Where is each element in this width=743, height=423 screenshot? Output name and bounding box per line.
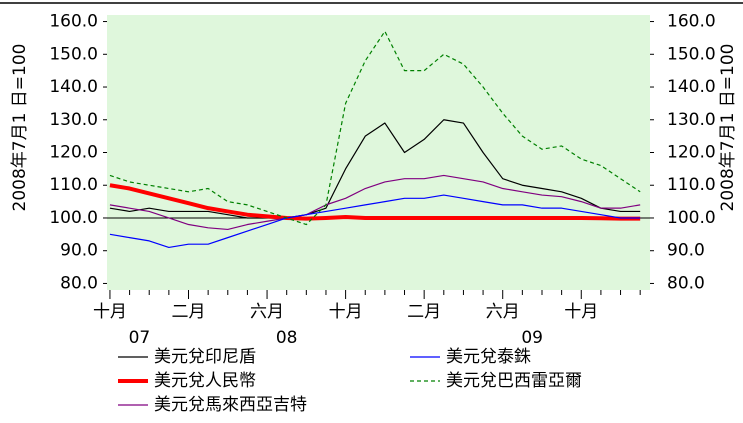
x-tick-label: 十月 (329, 302, 363, 322)
x-tick-label: 二月 (171, 302, 205, 322)
y-axis-title: 2008年7月1 日=100 (10, 44, 30, 212)
legend-label: 美元兌馬來西亞吉特 (154, 395, 307, 415)
x-tick-label: 十月 (93, 302, 127, 322)
y-tick-label: 100.0 (49, 208, 98, 228)
y-tick-label: 130.0 (49, 110, 98, 130)
x-tick-label: 六月 (250, 302, 284, 322)
y2-tick-label: 160.0 (667, 12, 716, 32)
y-tick-label: 120.0 (49, 143, 98, 163)
x-tick-label: 十月 (564, 302, 598, 322)
x-year-label: 09 (521, 328, 543, 348)
y-tick-label: 160.0 (49, 12, 98, 32)
x-tick-label: 二月 (407, 302, 441, 322)
legend-label: 美元兌印尼盾 (154, 347, 256, 367)
y2-tick-label: 120.0 (667, 143, 716, 163)
y2-tick-label: 90.0 (667, 241, 705, 261)
y-tick-label: 90.0 (60, 241, 98, 261)
legend-label: 美元兌泰銖 (446, 347, 531, 367)
y-tick-label: 80.0 (60, 273, 98, 293)
y2-tick-label: 140.0 (667, 77, 716, 97)
y-tick-label: 140.0 (49, 77, 98, 97)
legend-label: 美元兌人民幣 (154, 371, 256, 391)
y2-tick-label: 150.0 (667, 44, 716, 64)
series-line (109, 119, 641, 219)
legend-label: 美元兌巴西雷亞爾 (446, 371, 582, 391)
series-line (109, 174, 641, 231)
series-line (109, 183, 641, 221)
plot-area (107, 15, 650, 290)
x-year-label: 07 (129, 328, 151, 348)
x-year-label: 08 (276, 328, 298, 348)
x-tick-label: 六月 (486, 302, 520, 322)
y-tick-label: 150.0 (49, 44, 98, 64)
series-line (109, 30, 641, 226)
series-line (109, 194, 641, 249)
y2-tick-label: 100.0 (667, 208, 716, 228)
y2-tick-label: 80.0 (667, 273, 705, 293)
y-tick-label: 110.0 (49, 175, 98, 195)
y2-axis-title: 2008年7月1 日=100 (718, 44, 738, 212)
y2-tick-label: 130.0 (667, 110, 716, 130)
y2-tick-label: 110.0 (667, 175, 716, 195)
